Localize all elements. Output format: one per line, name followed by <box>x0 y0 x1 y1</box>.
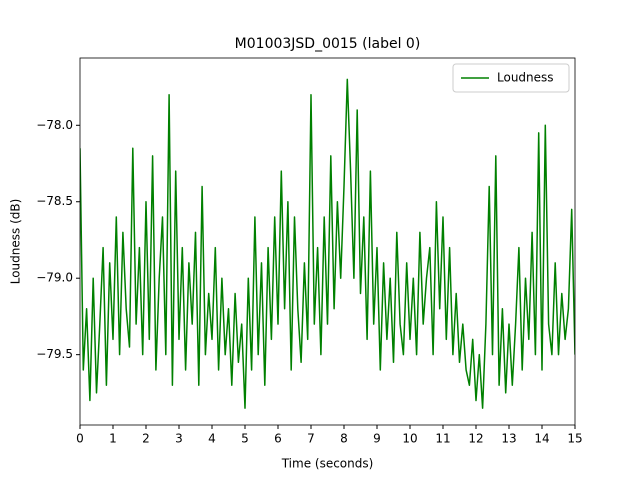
plot-frame <box>79 57 576 426</box>
x-tick-label: 7 <box>307 432 315 446</box>
y-tick-label: −79.0 <box>36 271 73 285</box>
x-tick-label: 5 <box>241 432 249 446</box>
x-tick-label: 10 <box>402 432 417 446</box>
x-tick-label: 13 <box>501 432 516 446</box>
x-tick-label: 9 <box>373 432 381 446</box>
x-tick-label: 8 <box>340 432 348 446</box>
x-tick-label: 1 <box>109 432 117 446</box>
x-tick-label: 6 <box>274 432 282 446</box>
x-tick-label: 3 <box>175 432 183 446</box>
x-tick-label: 14 <box>534 432 549 446</box>
x-tick-label: 2 <box>142 432 150 446</box>
x-tick-label: 15 <box>567 432 582 446</box>
legend-label: Loudness <box>497 71 554 85</box>
x-tick-label: 4 <box>208 432 216 446</box>
x-tick-label: 0 <box>76 432 84 446</box>
y-axis-label: Loudness (dB) <box>9 199 23 285</box>
data-line <box>80 78 575 409</box>
y-tick-label: −78.5 <box>36 194 73 208</box>
chart-title: M01003JSD_0015 (label 0) <box>235 36 421 52</box>
x-tick-label: 11 <box>435 432 450 446</box>
y-tick-label: −78.0 <box>36 118 73 132</box>
x-axis-label: Time (seconds) <box>281 457 374 471</box>
legend-box <box>452 63 570 93</box>
x-tick-label: 12 <box>468 432 483 446</box>
y-tick-label: −79.5 <box>36 347 73 361</box>
